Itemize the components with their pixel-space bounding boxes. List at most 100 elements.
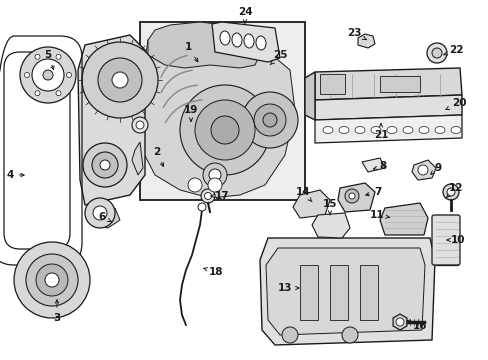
Circle shape (417, 165, 427, 175)
Circle shape (395, 318, 403, 326)
Text: 3: 3 (53, 300, 61, 323)
Circle shape (93, 206, 107, 220)
Ellipse shape (434, 126, 444, 134)
Text: 2: 2 (153, 147, 163, 166)
Ellipse shape (370, 126, 380, 134)
Polygon shape (361, 158, 384, 172)
Polygon shape (337, 183, 374, 212)
Text: 4: 4 (6, 170, 24, 180)
Circle shape (32, 59, 64, 91)
Ellipse shape (354, 126, 364, 134)
Text: 1: 1 (184, 42, 198, 62)
Polygon shape (260, 238, 434, 345)
Polygon shape (148, 22, 262, 68)
Circle shape (83, 143, 127, 187)
Ellipse shape (338, 126, 348, 134)
Polygon shape (132, 142, 142, 175)
Circle shape (282, 327, 297, 343)
Text: 13: 13 (277, 283, 298, 293)
Text: 6: 6 (98, 212, 111, 222)
Circle shape (341, 327, 357, 343)
Polygon shape (98, 208, 120, 228)
Polygon shape (265, 248, 424, 335)
Ellipse shape (450, 126, 460, 134)
Circle shape (14, 242, 90, 318)
Circle shape (348, 193, 354, 199)
Text: 16: 16 (406, 320, 427, 331)
Circle shape (204, 193, 211, 199)
Circle shape (207, 178, 222, 192)
Text: 7: 7 (365, 187, 381, 197)
Circle shape (187, 178, 202, 192)
Bar (329, 265, 347, 320)
Polygon shape (357, 34, 374, 48)
Ellipse shape (386, 126, 396, 134)
Circle shape (446, 188, 454, 196)
Circle shape (43, 70, 53, 80)
Circle shape (426, 43, 446, 63)
Circle shape (35, 54, 40, 59)
Circle shape (431, 48, 441, 58)
Circle shape (345, 189, 358, 203)
Circle shape (85, 198, 115, 228)
Polygon shape (212, 22, 280, 62)
Polygon shape (78, 35, 145, 205)
Circle shape (98, 58, 142, 102)
Text: 5: 5 (44, 50, 54, 69)
Circle shape (180, 85, 269, 175)
Ellipse shape (418, 126, 428, 134)
Polygon shape (411, 160, 435, 180)
Circle shape (56, 54, 61, 59)
Polygon shape (379, 203, 427, 235)
Text: 11: 11 (369, 210, 389, 220)
Text: 18: 18 (203, 267, 223, 277)
Text: 15: 15 (322, 199, 337, 215)
Circle shape (253, 104, 285, 136)
Circle shape (56, 91, 61, 96)
Circle shape (45, 273, 59, 287)
Circle shape (442, 184, 458, 200)
Ellipse shape (244, 34, 253, 48)
Text: 24: 24 (237, 7, 252, 23)
Text: 20: 20 (445, 98, 465, 109)
Bar (359, 265, 377, 320)
Circle shape (26, 254, 78, 306)
Polygon shape (311, 213, 349, 238)
Circle shape (100, 160, 110, 170)
Text: 17: 17 (211, 191, 229, 201)
Circle shape (132, 117, 148, 133)
Circle shape (136, 121, 143, 129)
Text: 21: 21 (373, 124, 387, 140)
Text: 12: 12 (446, 183, 462, 198)
Polygon shape (314, 115, 461, 143)
Text: 8: 8 (373, 161, 386, 171)
Circle shape (82, 42, 158, 118)
Polygon shape (314, 68, 461, 100)
Circle shape (242, 92, 297, 148)
Bar (299, 265, 317, 320)
Circle shape (203, 163, 226, 187)
Polygon shape (292, 190, 329, 218)
Ellipse shape (323, 126, 332, 134)
Text: 19: 19 (183, 105, 198, 121)
Ellipse shape (255, 36, 265, 50)
Text: 22: 22 (443, 45, 462, 55)
Text: 25: 25 (270, 50, 286, 65)
Text: 14: 14 (295, 187, 311, 202)
Bar (435, 215, 457, 265)
Ellipse shape (220, 31, 229, 45)
Circle shape (263, 113, 276, 127)
Bar (140, 22, 305, 200)
Circle shape (66, 72, 71, 77)
Circle shape (112, 72, 128, 88)
FancyBboxPatch shape (431, 215, 459, 265)
Circle shape (20, 47, 76, 103)
Ellipse shape (402, 126, 412, 134)
Text: 9: 9 (430, 163, 441, 174)
Circle shape (208, 169, 221, 181)
Circle shape (36, 264, 68, 296)
Text: 23: 23 (346, 28, 366, 40)
Polygon shape (140, 28, 294, 198)
Ellipse shape (231, 33, 242, 47)
Circle shape (210, 116, 239, 144)
